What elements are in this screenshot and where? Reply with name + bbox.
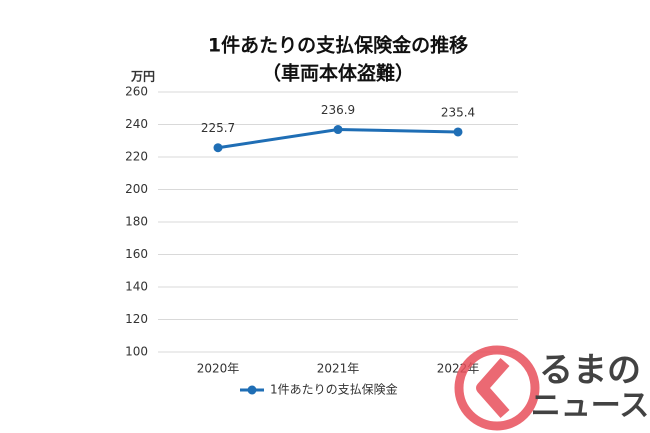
watermark-ring (454, 345, 540, 431)
y-tick-label: 120 (125, 312, 148, 326)
watermark-arrow (476, 358, 510, 418)
data-label: 225.7 (201, 121, 235, 135)
y-tick-label: 140 (125, 280, 148, 294)
x-tick-label: 2020年 (197, 362, 240, 376)
marker (213, 143, 223, 153)
chart-subtitle: （車両本体盗難） (262, 62, 414, 85)
y-tick-label: 160 (125, 247, 148, 261)
watermark: るまの ニュース (454, 345, 650, 431)
y-tick-label: 180 (125, 215, 148, 229)
y-tick-label: 220 (125, 150, 148, 164)
watermark-text: るまの (539, 351, 641, 391)
legend-label: 1件あたりの支払保険金 (270, 382, 398, 397)
x-tick-label: 2021年 (317, 362, 360, 376)
marker (333, 125, 343, 135)
y-tick-label: 100 (125, 345, 148, 359)
y-tick-label: 200 (125, 182, 148, 196)
data-label: 236.9 (321, 103, 355, 117)
y-tick-label: 260 (125, 85, 148, 99)
data-label: 235.4 (441, 105, 475, 119)
watermark-text: ニュース (531, 389, 650, 424)
legend-marker (247, 385, 257, 395)
y-tick-label: 240 (125, 117, 148, 131)
chart-title: 1件あたりの支払保険金の推移 (208, 34, 468, 57)
y-unit: 万円 (130, 70, 155, 84)
marker (453, 127, 463, 137)
